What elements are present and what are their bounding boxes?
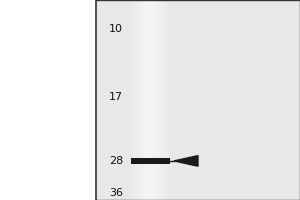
Bar: [154, 0, 155, 200]
Bar: [149, 0, 151, 200]
Bar: [168, 0, 169, 200]
Bar: [151, 0, 152, 200]
Text: 28: 28: [109, 156, 123, 166]
Text: 36: 36: [109, 188, 123, 198]
Bar: [134, 0, 136, 200]
Bar: [158, 0, 159, 200]
Polygon shape: [174, 156, 198, 166]
Bar: [130, 158, 170, 164]
Bar: [159, 0, 160, 200]
Bar: [143, 0, 144, 200]
Bar: [132, 0, 168, 200]
Text: 17: 17: [109, 92, 123, 102]
Bar: [136, 0, 137, 200]
Bar: [144, 0, 145, 200]
Bar: [138, 0, 140, 200]
Bar: [140, 0, 141, 200]
Bar: [133, 0, 134, 200]
Bar: [163, 0, 164, 200]
Bar: [96, 0, 300, 200]
Bar: [166, 0, 167, 200]
Bar: [137, 0, 138, 200]
Bar: [148, 0, 149, 200]
Bar: [142, 0, 143, 200]
Text: 10: 10: [109, 24, 123, 34]
Bar: [164, 0, 166, 200]
Bar: [157, 0, 158, 200]
Bar: [160, 0, 162, 200]
Bar: [147, 0, 148, 200]
Bar: [141, 0, 142, 200]
Bar: [167, 0, 168, 200]
Bar: [153, 0, 154, 200]
Bar: [146, 0, 147, 200]
Bar: [156, 0, 157, 200]
Bar: [152, 0, 153, 200]
Bar: [132, 0, 133, 200]
Bar: [162, 0, 163, 200]
